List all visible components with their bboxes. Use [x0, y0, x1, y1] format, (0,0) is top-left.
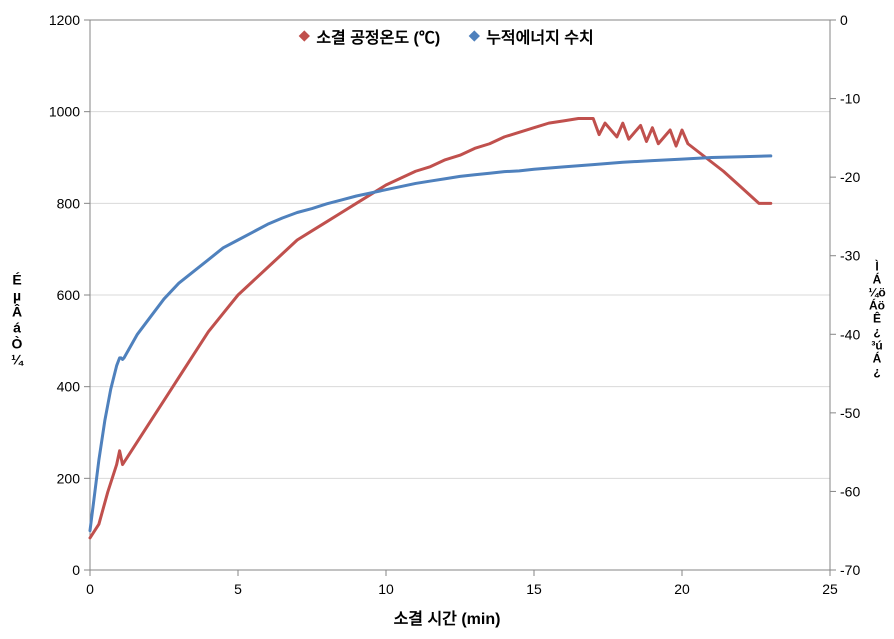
svg-text:200: 200 — [57, 470, 81, 486]
svg-text:15: 15 — [526, 581, 542, 597]
legend-item-energy: 누적에너지 수치 — [470, 24, 594, 48]
legend-label-energy: 누적에너지 수치 — [486, 24, 594, 48]
svg-text:0: 0 — [840, 12, 848, 28]
chart-svg: 0 5 10 15 20 25 0 200 400 600 800 1000 1200 -70 -60 -50… — [0, 0, 894, 639]
svg-text:600: 600 — [57, 287, 81, 303]
svg-text:20: 20 — [674, 581, 690, 597]
svg-text:25: 25 — [822, 581, 838, 597]
chart-container: 0 5 10 15 20 25 0 200 400 600 800 1000 1200 -70 -60 -50… — [0, 0, 894, 639]
legend-swatch-temp — [299, 30, 310, 41]
svg-text:10: 10 — [378, 581, 394, 597]
svg-text:-70: -70 — [840, 562, 860, 578]
legend: 소결 공정온도 (℃) 누적에너지 수치 — [300, 24, 593, 48]
svg-text:0: 0 — [72, 562, 80, 578]
svg-text:-40: -40 — [840, 326, 860, 342]
svg-text:1200: 1200 — [49, 12, 80, 28]
svg-text:-20: -20 — [840, 169, 860, 185]
svg-text:1000: 1000 — [49, 104, 80, 120]
x-axis-label: 소결 시간 (min) — [0, 605, 894, 629]
svg-text:5: 5 — [234, 581, 242, 597]
svg-text:-30: -30 — [840, 248, 860, 264]
svg-text:-60: -60 — [840, 483, 860, 499]
y-axis-right-label: ÌÁ¼öÁöÊ¿³úÁ¿ — [868, 260, 886, 379]
svg-text:800: 800 — [57, 195, 81, 211]
svg-text:-10: -10 — [840, 91, 860, 107]
y-axis-left-label: ÉµÂáÒ¼ — [8, 271, 26, 368]
legend-swatch-energy — [469, 30, 480, 41]
svg-text:400: 400 — [57, 379, 81, 395]
legend-label-temp: 소결 공정온도 (℃) — [316, 24, 440, 48]
svg-text:-50: -50 — [840, 405, 860, 421]
svg-text:0: 0 — [86, 581, 94, 597]
legend-item-temp: 소결 공정온도 (℃) — [300, 24, 440, 48]
